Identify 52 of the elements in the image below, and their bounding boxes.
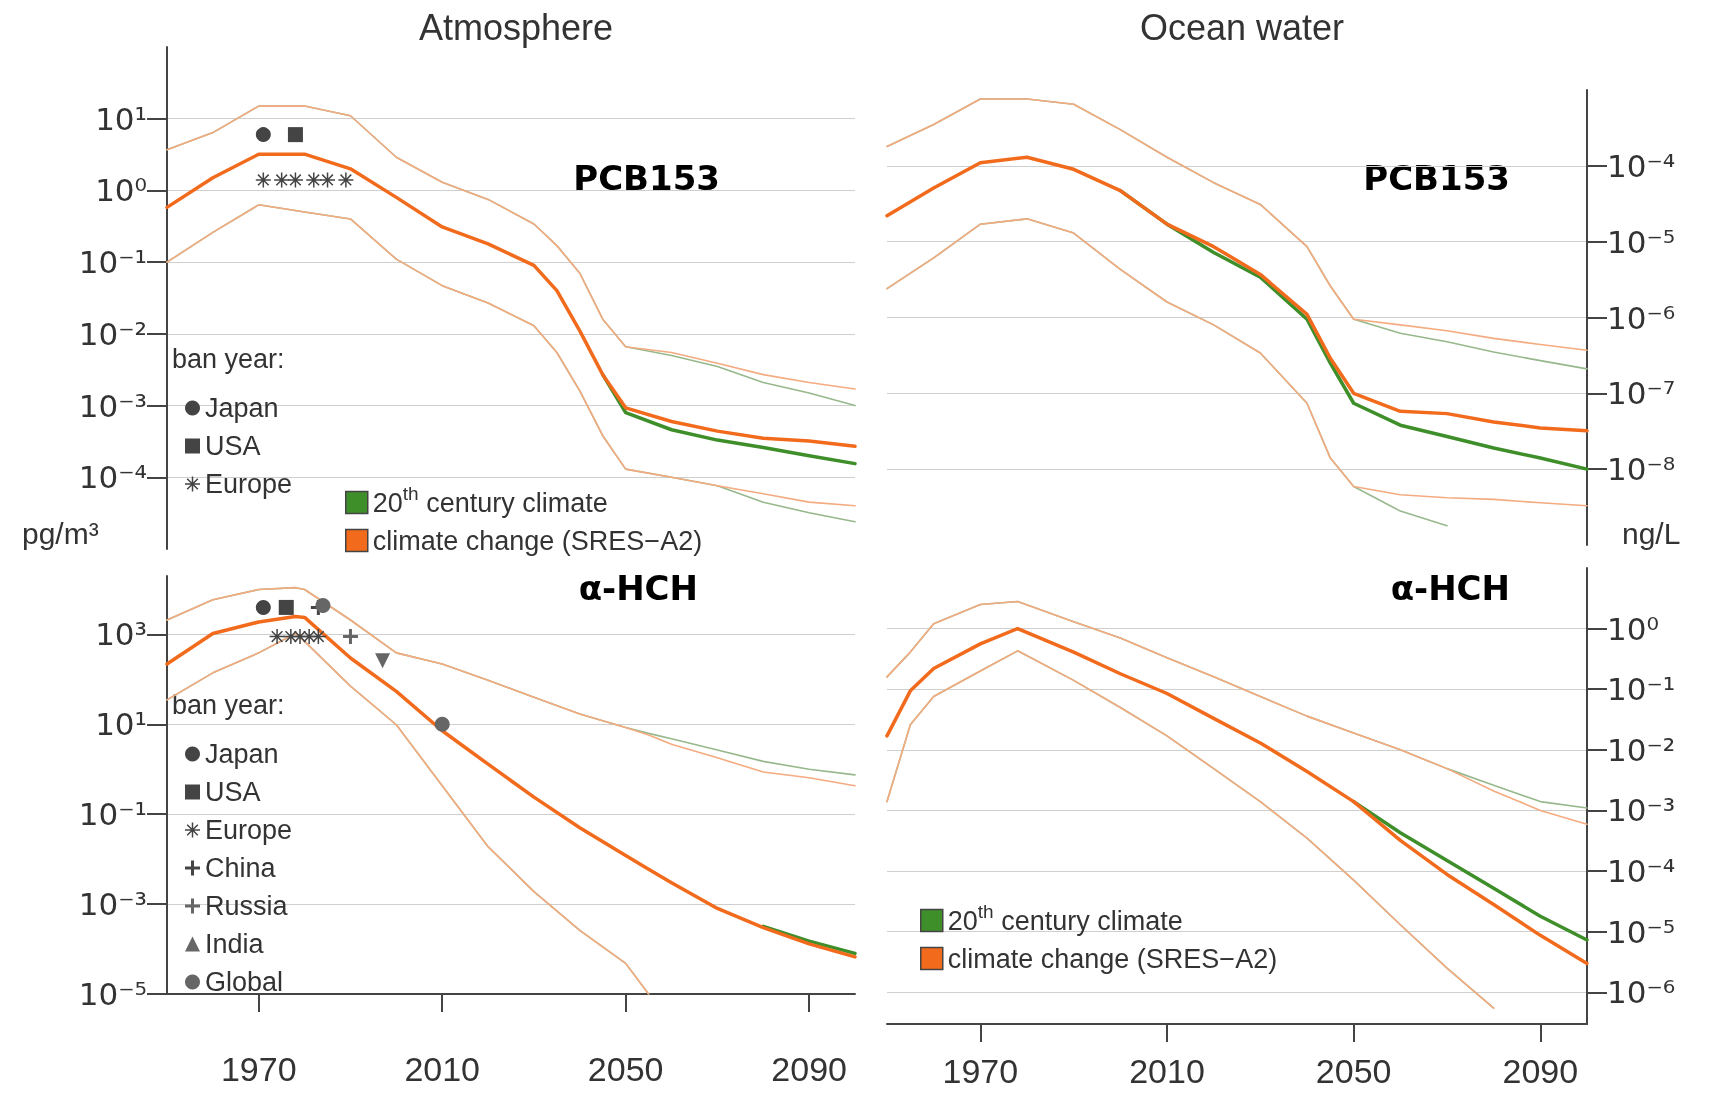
x-tick-label: 2050 <box>1315 1052 1392 1090</box>
legend-label: USA <box>205 431 261 461</box>
legend-label: Russia <box>205 891 289 921</box>
y-tick-label: 10³ <box>95 616 147 653</box>
x-tick-label: 2090 <box>771 1050 847 1088</box>
y-tick-label: 10⁻² <box>1607 731 1676 768</box>
legend-label: USA <box>205 777 261 807</box>
y-tick-label: 10⁻⁵ <box>1607 223 1676 260</box>
y-tick-label: 10⁻¹ <box>78 244 147 281</box>
y-tick-label: 10⁻¹ <box>1607 671 1676 708</box>
legend-label: climate change (SRES−A2) <box>947 943 1278 974</box>
legend-label: Global <box>205 967 284 997</box>
y-tick-label: 10⁻⁷ <box>1607 375 1676 412</box>
annotation: α-HCH <box>1390 568 1510 608</box>
legend-label: Japan <box>205 393 279 423</box>
x-tick-label: 1970 <box>220 1050 297 1088</box>
y-tick-label: 10⁰ <box>95 172 147 209</box>
y-tick-label: 10⁻⁴ <box>1607 147 1676 184</box>
legend-label: Europe <box>205 469 293 499</box>
y-tick-label: 10⁻⁵ <box>78 976 147 1012</box>
y-tick-label: 10⁻⁴ <box>1607 853 1676 890</box>
y-axis-title: pg/m³ <box>22 516 99 550</box>
legend-title: ban year: <box>172 690 285 720</box>
chart-title: Ocean water <box>1139 6 1345 48</box>
x-tick-label: 1970 <box>942 1052 1019 1090</box>
annotation: PCB153 <box>573 158 720 198</box>
y-tick-label: 10¹ <box>95 100 147 137</box>
y-tick-label: 10¹ <box>95 706 147 743</box>
y-tick-label: 10⁻⁶ <box>1607 974 1676 1011</box>
legend-label: climate change (SRES−A2) <box>372 525 703 556</box>
y-tick-label: 10⁰ <box>1607 610 1659 647</box>
y-tick-label: 10⁻³ <box>78 387 147 424</box>
legend-label: India <box>205 929 265 959</box>
legend-label: Japan <box>205 739 279 769</box>
y-tick-label: 10⁻¹ <box>78 796 147 833</box>
annotation: α-HCH <box>578 568 698 608</box>
y-tick-label: 10⁻³ <box>78 886 147 923</box>
y-tick-label: 10⁻⁶ <box>1607 299 1676 336</box>
y-tick-label: 10⁻³ <box>1607 792 1676 829</box>
legend-label: China <box>205 853 277 883</box>
y-tick-label: 10⁻⁴ <box>78 459 147 496</box>
y-axis-title: ng/L <box>1622 516 1681 550</box>
legend-label: Europe <box>205 815 293 845</box>
chart-title: Atmosphere <box>418 6 614 48</box>
x-tick-label: 2090 <box>1502 1052 1579 1090</box>
x-tick-label: 2010 <box>404 1050 481 1088</box>
y-tick-label: 10⁻² <box>78 315 147 352</box>
x-tick-label: 2010 <box>1129 1052 1205 1090</box>
y-tick-label: 10⁻⁸ <box>1607 451 1676 488</box>
y-tick-label: 10⁻⁵ <box>1607 913 1676 950</box>
x-tick-label: 2050 <box>587 1050 664 1088</box>
legend-title: ban year: <box>172 344 285 374</box>
